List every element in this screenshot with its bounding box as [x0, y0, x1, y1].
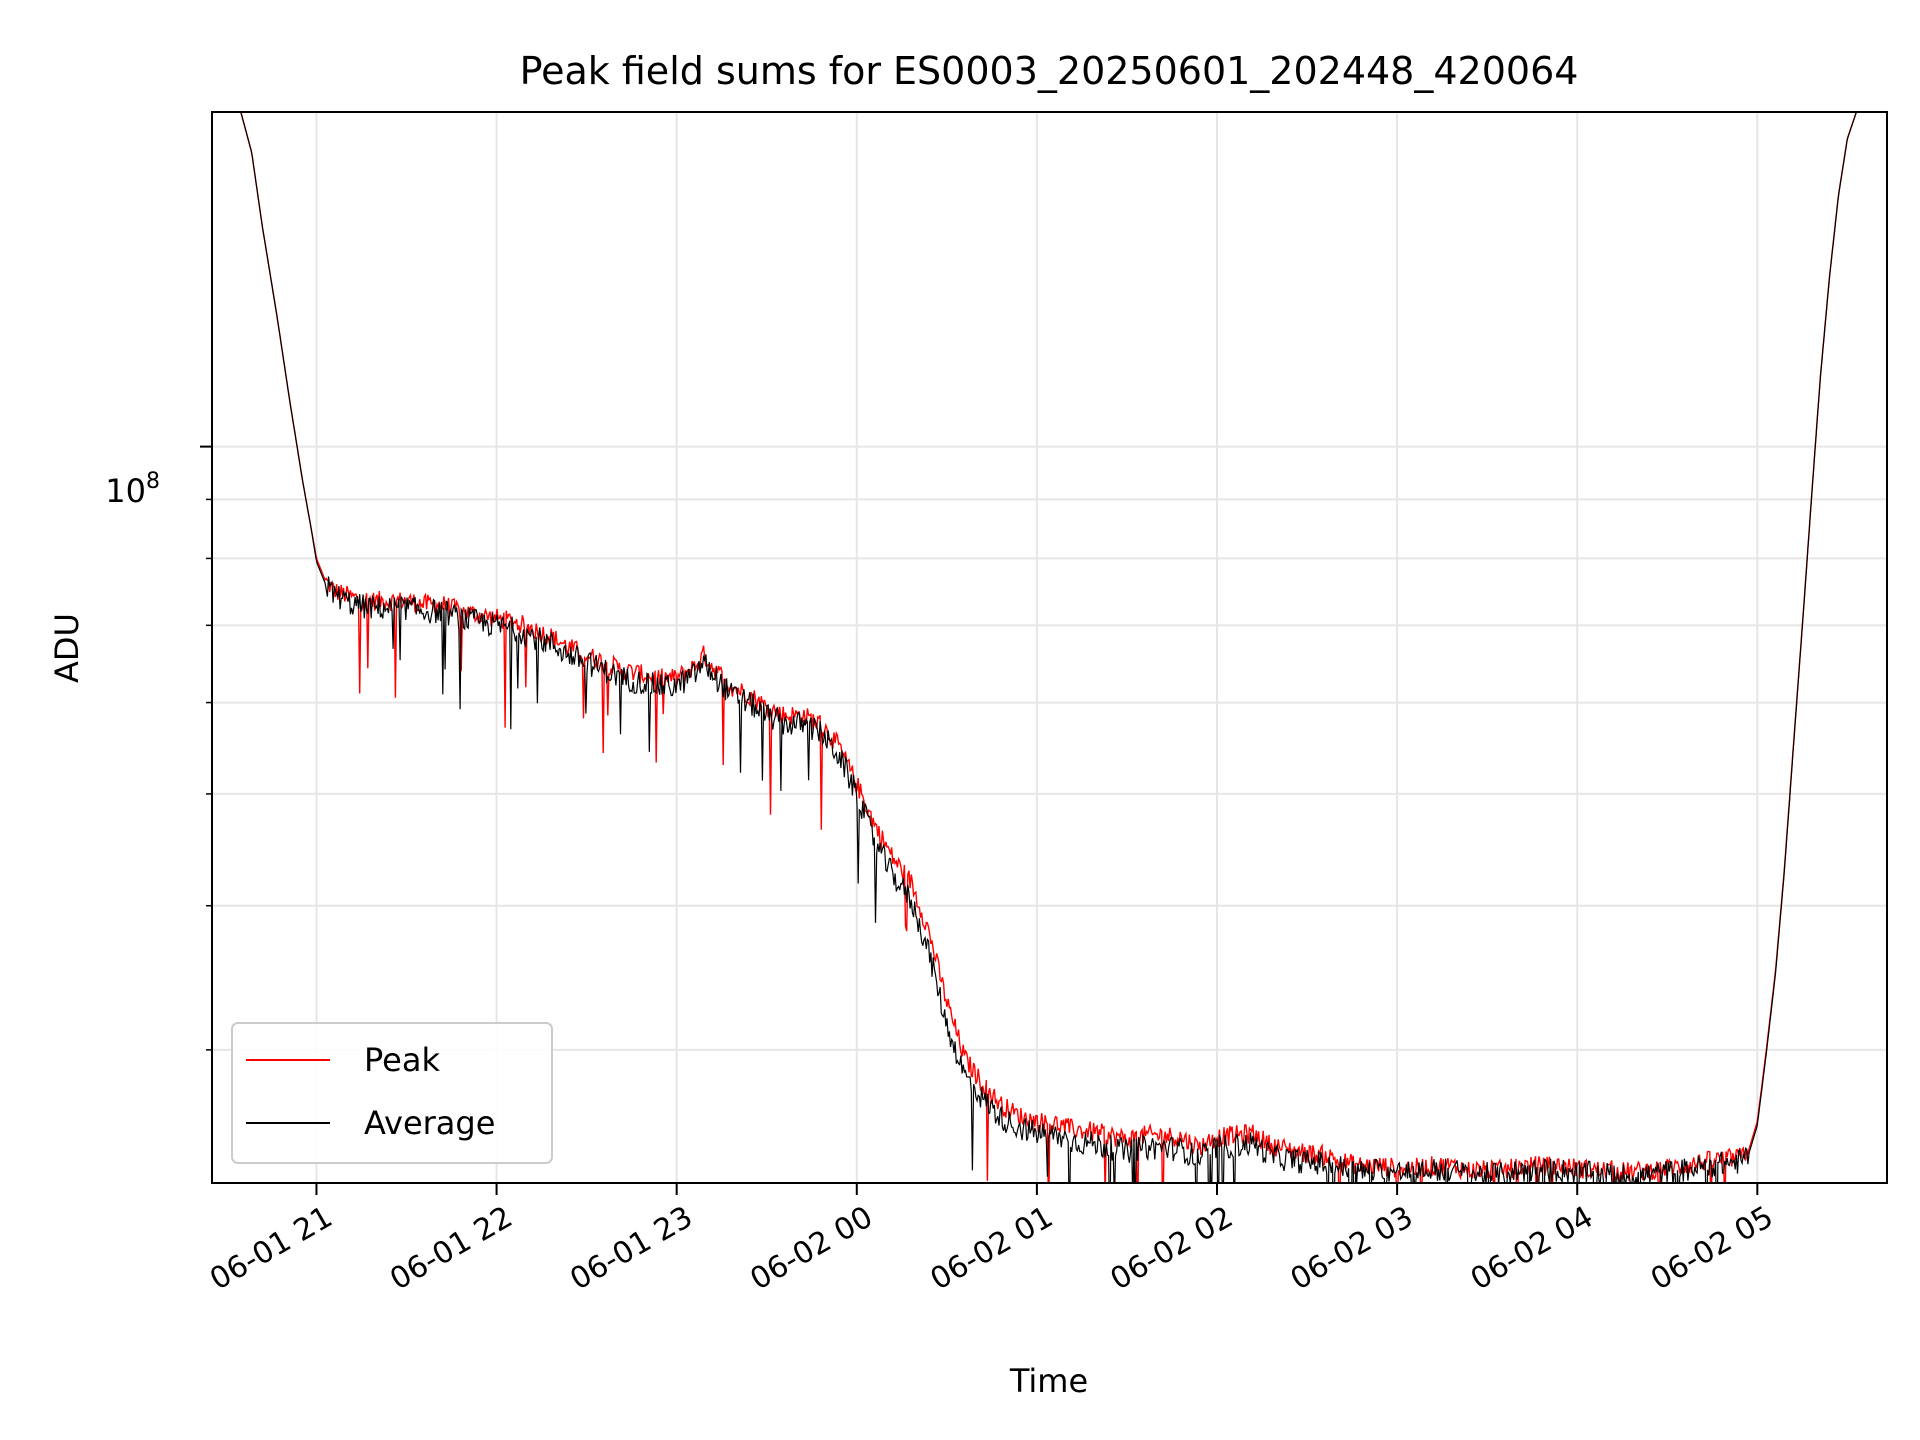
- y-tick-exp: 8: [146, 469, 160, 494]
- legend-label-average: Average: [364, 1104, 495, 1142]
- chart-title: Peak field sums for ES0003_20250601_2024…: [520, 49, 1579, 93]
- grid: [212, 112, 1887, 1183]
- legend-box: [231, 1022, 553, 1164]
- y-tick-base: 10: [105, 472, 146, 510]
- series-line-average: [240, 112, 1857, 1183]
- y-axis: 108: [105, 445, 212, 1051]
- legend: Peak Average: [231, 1022, 553, 1164]
- y-axis-label: ADU: [48, 613, 86, 683]
- y-tick-label-major: 108: [105, 469, 160, 510]
- series-layer: [240, 112, 1858, 1183]
- plot-frame: [211, 111, 1888, 1184]
- legend-label-peak: Peak: [364, 1041, 440, 1079]
- x-axis-label: Time: [1009, 1362, 1088, 1400]
